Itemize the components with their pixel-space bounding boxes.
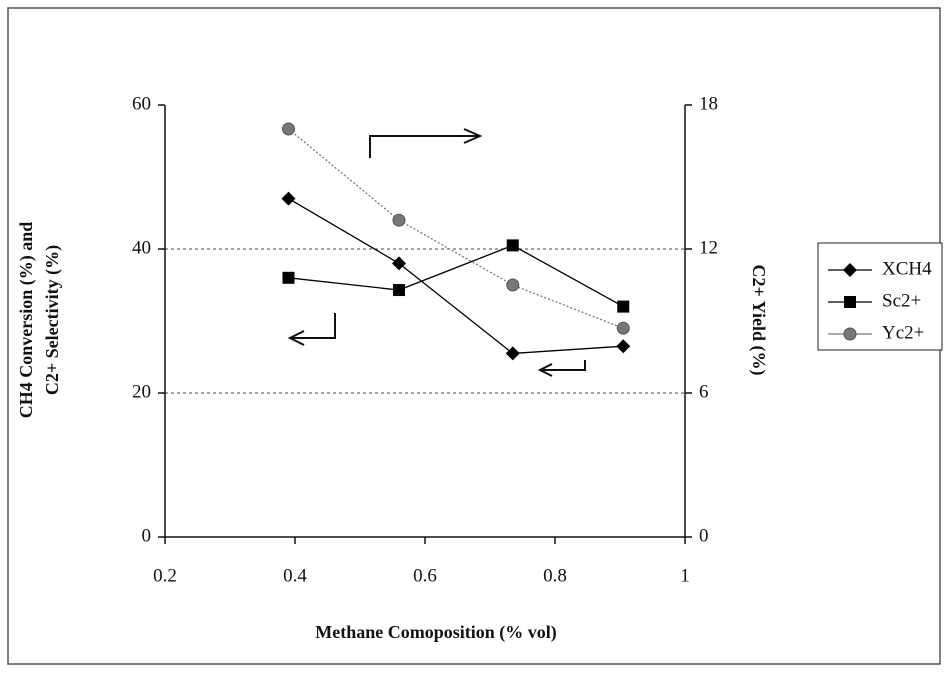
x-tick-label: 0.8 — [543, 565, 567, 586]
y2-axis-label: C2+ Yield (%) — [748, 265, 769, 376]
point — [617, 300, 630, 313]
point — [393, 284, 405, 297]
x-tick-label: 0.2 — [153, 565, 177, 586]
y-tick-label: 0 — [142, 525, 152, 546]
arrows — [287, 128, 586, 377]
point — [506, 278, 520, 292]
x-tick-label: 0.4 — [283, 565, 307, 586]
arrow-left — [287, 313, 336, 346]
point — [282, 271, 295, 284]
point — [392, 213, 406, 227]
legend-label: Yc2+ — [882, 322, 924, 343]
y-axis-label: CH4 Conversion (%) and — [16, 222, 37, 419]
y2-tick-label: 0 — [699, 525, 709, 546]
x-tick-label: 0.6 — [413, 565, 437, 586]
y2-tick-label: 12 — [699, 237, 718, 258]
y2-tick-label: 18 — [699, 93, 718, 114]
legend-marker — [843, 327, 857, 341]
series-line — [288, 244, 624, 308]
legend — [817, 242, 943, 351]
point — [616, 339, 631, 354]
legend-label: XCH4 — [882, 258, 932, 279]
point — [282, 122, 295, 136]
x-tick-label: 1 — [680, 565, 690, 586]
y-tick-label: 60 — [132, 93, 151, 114]
legend-marker — [844, 296, 856, 308]
point — [281, 191, 296, 206]
point — [392, 256, 406, 271]
y-tick-label: 20 — [132, 381, 151, 402]
y2-tick-label: 6 — [699, 381, 709, 402]
point — [505, 346, 520, 361]
point — [616, 321, 630, 335]
y-axis-label: C2+ Selectivity (%) — [42, 245, 63, 395]
arrow-left — [537, 360, 586, 377]
series-line — [288, 128, 624, 329]
series-line — [288, 198, 624, 355]
x-axis-label: Methane Comoposition (% vol) — [315, 622, 557, 643]
y-tick-label: 40 — [132, 237, 151, 258]
axes — [164, 105, 686, 538]
legend-label: Sc2+ — [882, 290, 921, 311]
point — [506, 239, 519, 252]
legend-marker — [843, 263, 857, 277]
arrow-right — [369, 128, 483, 158]
